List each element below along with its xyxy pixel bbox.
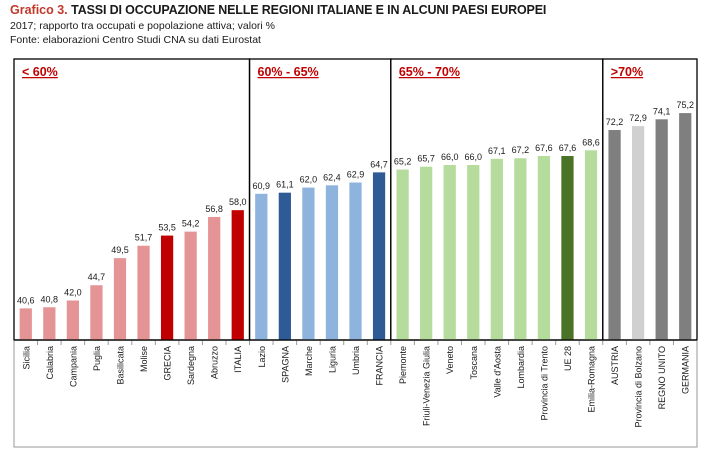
bar-value-label: 72,2	[606, 117, 624, 127]
category-label: GRECIA	[163, 346, 173, 381]
bar	[19, 308, 32, 340]
category-label: Campania	[68, 346, 78, 387]
bar-value-label: 54,2	[182, 219, 200, 229]
bar	[278, 192, 291, 340]
category-label: Molise	[139, 346, 149, 372]
category-label: UE 28	[563, 346, 573, 371]
category-label: Basilicata	[115, 346, 125, 385]
bar	[137, 245, 150, 340]
bar	[490, 158, 503, 340]
bar	[420, 166, 433, 340]
category-label: Marche	[304, 346, 314, 376]
bar	[467, 165, 480, 340]
bar-value-label: 49,5	[111, 245, 129, 255]
chart-subtitle: 2017; rapporto tra occupati e popolazion…	[10, 20, 275, 32]
category-label: FRANCIA	[375, 346, 385, 386]
category-label: Veneto	[445, 346, 455, 374]
bar-value-label: 62,4	[323, 172, 341, 182]
bar	[255, 193, 268, 340]
category-label: REGNO UNITO	[657, 346, 667, 409]
bar	[372, 172, 386, 340]
bar-value-label: 40,8	[41, 294, 59, 304]
bar	[349, 182, 362, 340]
bar	[443, 165, 456, 340]
bar	[113, 258, 127, 340]
category-label: Emilia-Romagna	[587, 346, 597, 413]
category-label: Puglia	[92, 346, 102, 371]
category-label: Toscana	[469, 346, 479, 380]
bar-value-label: 67,6	[535, 143, 553, 153]
bar-value-label: 74,1	[653, 106, 671, 116]
bar-value-label: 56,8	[205, 204, 223, 214]
bar-value-label: 62,9	[347, 170, 365, 180]
bar	[208, 216, 221, 340]
bar-value-label: 60,9	[253, 181, 271, 191]
bar	[679, 113, 692, 341]
bar	[160, 235, 174, 340]
bar	[231, 210, 244, 340]
bar	[325, 185, 339, 340]
chart-title: Grafico 3. TASSI DI OCCUPAZIONE NELLE RE…	[10, 2, 700, 19]
bar-value-label: 44,7	[88, 272, 106, 282]
category-label: Umbria	[351, 346, 361, 375]
bar-value-label: 75,2	[676, 100, 694, 110]
bar	[184, 231, 197, 340]
category-label: Lazio	[257, 346, 267, 368]
bar	[90, 285, 103, 340]
bar	[631, 126, 645, 340]
bar	[584, 150, 598, 340]
bar	[561, 155, 574, 340]
category-label: Calabria	[45, 346, 55, 380]
bar-value-label: 68,6	[582, 137, 600, 147]
chart-source: Fonte: elaborazioni Centro Studi CNA su …	[10, 34, 261, 46]
bar-value-label: 65,2	[394, 157, 412, 167]
bar	[537, 155, 551, 340]
bar	[66, 300, 80, 340]
bar-value-label: 65,7	[417, 154, 435, 164]
bar-value-label: 67,2	[512, 145, 530, 155]
bar-value-label: 66,0	[441, 152, 459, 162]
group-label: < 60%	[22, 65, 58, 79]
category-label: Liguria	[327, 346, 337, 373]
bar-value-label: 61,1	[276, 180, 294, 190]
group-box-2	[248, 58, 392, 341]
category-label: Provincia di Trento	[539, 346, 549, 421]
bar	[608, 130, 621, 340]
bar	[43, 307, 56, 340]
bar-value-label: 51,7	[135, 233, 153, 243]
bar	[302, 187, 315, 340]
category-label: Piemonte	[398, 346, 408, 384]
chart-header: Grafico 3. TASSI DI OCCUPAZIONE NELLE RE…	[10, 2, 700, 47]
chart-title-prefix: Grafico 3.	[10, 3, 68, 17]
group-label: 60% - 65%	[258, 65, 319, 79]
bar-value-label: 67,6	[559, 143, 577, 153]
group-label: 65% - 70%	[399, 65, 460, 79]
category-label: Sicilia	[21, 346, 31, 370]
category-label: Valle d'Aosta	[492, 346, 502, 398]
bar-value-label: 72,9	[629, 113, 647, 123]
category-label: ITALIA	[233, 346, 243, 373]
bar-value-label: 67,1	[488, 146, 506, 156]
category-label: Lombardia	[516, 346, 526, 389]
category-label: Friuli-Venezia Giulia	[422, 346, 432, 426]
chart-title-text: TASSI DI OCCUPAZIONE NELLE REGIONI ITALI…	[71, 3, 547, 17]
bar-value-label: 42,0	[64, 287, 82, 297]
bar-value-label: 40,6	[17, 295, 35, 305]
bar-value-label: 53,5	[158, 223, 176, 233]
bar-value-label: 58,0	[229, 197, 247, 207]
bar	[514, 158, 527, 340]
category-label: Sardegna	[186, 346, 196, 385]
bar-value-label: 66,0	[464, 152, 482, 162]
category-label: SPAGNA	[280, 346, 290, 383]
bar	[655, 119, 668, 341]
category-label: Abruzzo	[210, 346, 220, 379]
category-label: AUSTRIA	[610, 346, 620, 385]
category-label: GERMANIA	[681, 346, 691, 394]
bar-value-label: 62,0	[300, 175, 318, 185]
category-label: Provincia di Bolzano	[634, 346, 644, 428]
group-label: >70%	[611, 65, 643, 79]
bar	[396, 169, 409, 340]
bar-value-label: 64,7	[370, 159, 388, 169]
